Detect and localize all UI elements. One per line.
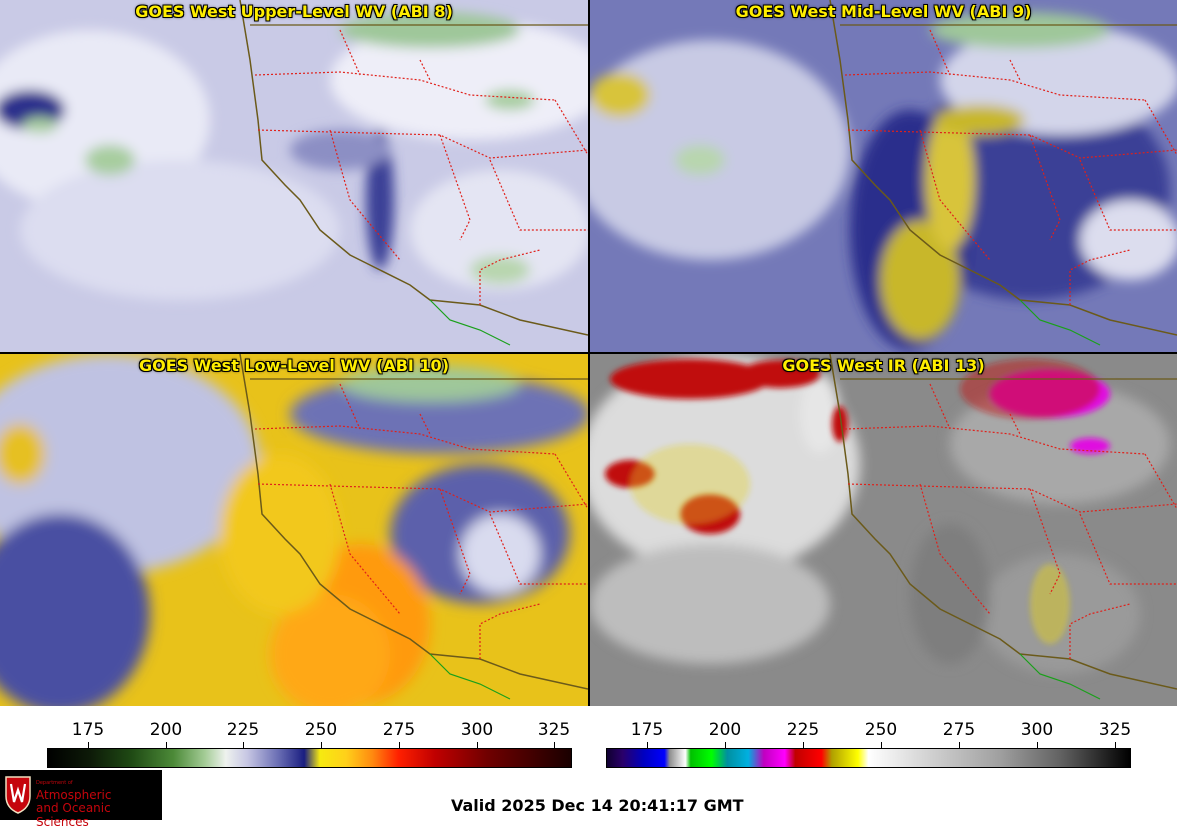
tick-mark [1037, 742, 1038, 748]
footer: Department of Atmospheric and Oceanic Sc… [0, 770, 1177, 829]
logo-line2: and Oceanic Sciences [36, 801, 111, 829]
panel-low-level-wv: GOES West Low-Level WV (ABI 10) [0, 354, 588, 706]
tick-mark [166, 742, 167, 748]
tick-label: 175 [71, 720, 105, 740]
tick-mark [959, 742, 960, 748]
mid-level-wv-image [590, 0, 1177, 352]
tick-mark [399, 742, 400, 748]
tick-label: 175 [630, 720, 664, 740]
aos-logo: Department of Atmospheric and Oceanic Sc… [0, 770, 162, 829]
wv-color-gradient [47, 748, 572, 768]
upper-level-wv-image [0, 0, 588, 352]
tick-label: 200 [149, 720, 183, 740]
tick-label: 200 [708, 720, 742, 740]
tick-label: 250 [864, 720, 898, 740]
panel-title: GOES West Mid-Level WV (ABI 9) [735, 2, 1032, 21]
tick-mark [477, 742, 478, 748]
tick-label: 325 [1098, 720, 1132, 740]
tick-label: 300 [1020, 720, 1054, 740]
tick-mark [321, 742, 322, 748]
panel-title: GOES West Upper-Level WV (ABI 8) [135, 2, 453, 21]
panel-title: GOES West IR (ABI 13) [782, 356, 985, 375]
panel-title: GOES West Low-Level WV (ABI 10) [138, 356, 449, 375]
tick-mark [88, 742, 89, 748]
colorbar-area: 175 200 225 250 275 300 325 175 200 225 … [0, 706, 1177, 770]
tick-mark [1115, 742, 1116, 748]
wv-colorbar: 175 200 225 250 275 300 325 [0, 706, 588, 770]
ir-color-gradient [606, 748, 1131, 768]
panel-ir: GOES West IR (ABI 13) [590, 354, 1177, 706]
tick-label: 275 [382, 720, 416, 740]
panel-mid-level-wv: GOES West Mid-Level WV (ABI 9) [590, 0, 1177, 352]
tick-mark [554, 742, 555, 748]
tick-label: 225 [226, 720, 260, 740]
tick-mark [881, 742, 882, 748]
valid-time: Valid 2025 Dec 14 20:41:17 GMT [451, 796, 744, 815]
tick-label: 275 [942, 720, 976, 740]
tick-label: 300 [460, 720, 494, 740]
tick-mark [803, 742, 804, 748]
tick-label: 325 [537, 720, 571, 740]
uw-crest-icon [5, 776, 31, 814]
logo-dept: Department of [36, 780, 73, 786]
tick-mark [725, 742, 726, 748]
ir-image [590, 354, 1177, 706]
tick-mark [647, 742, 648, 748]
low-level-wv-image [0, 354, 588, 706]
panel-upper-level-wv: GOES West Upper-Level WV (ABI 8) [0, 0, 588, 352]
logo-line1: Atmospheric [36, 788, 112, 802]
tick-label: 225 [786, 720, 820, 740]
satellite-panels: GOES West Upper-Level WV (ABI 8) [0, 0, 1177, 706]
tick-label: 250 [304, 720, 338, 740]
ir-colorbar: 175 200 225 250 275 300 325 [590, 706, 1177, 770]
tick-mark [243, 742, 244, 748]
